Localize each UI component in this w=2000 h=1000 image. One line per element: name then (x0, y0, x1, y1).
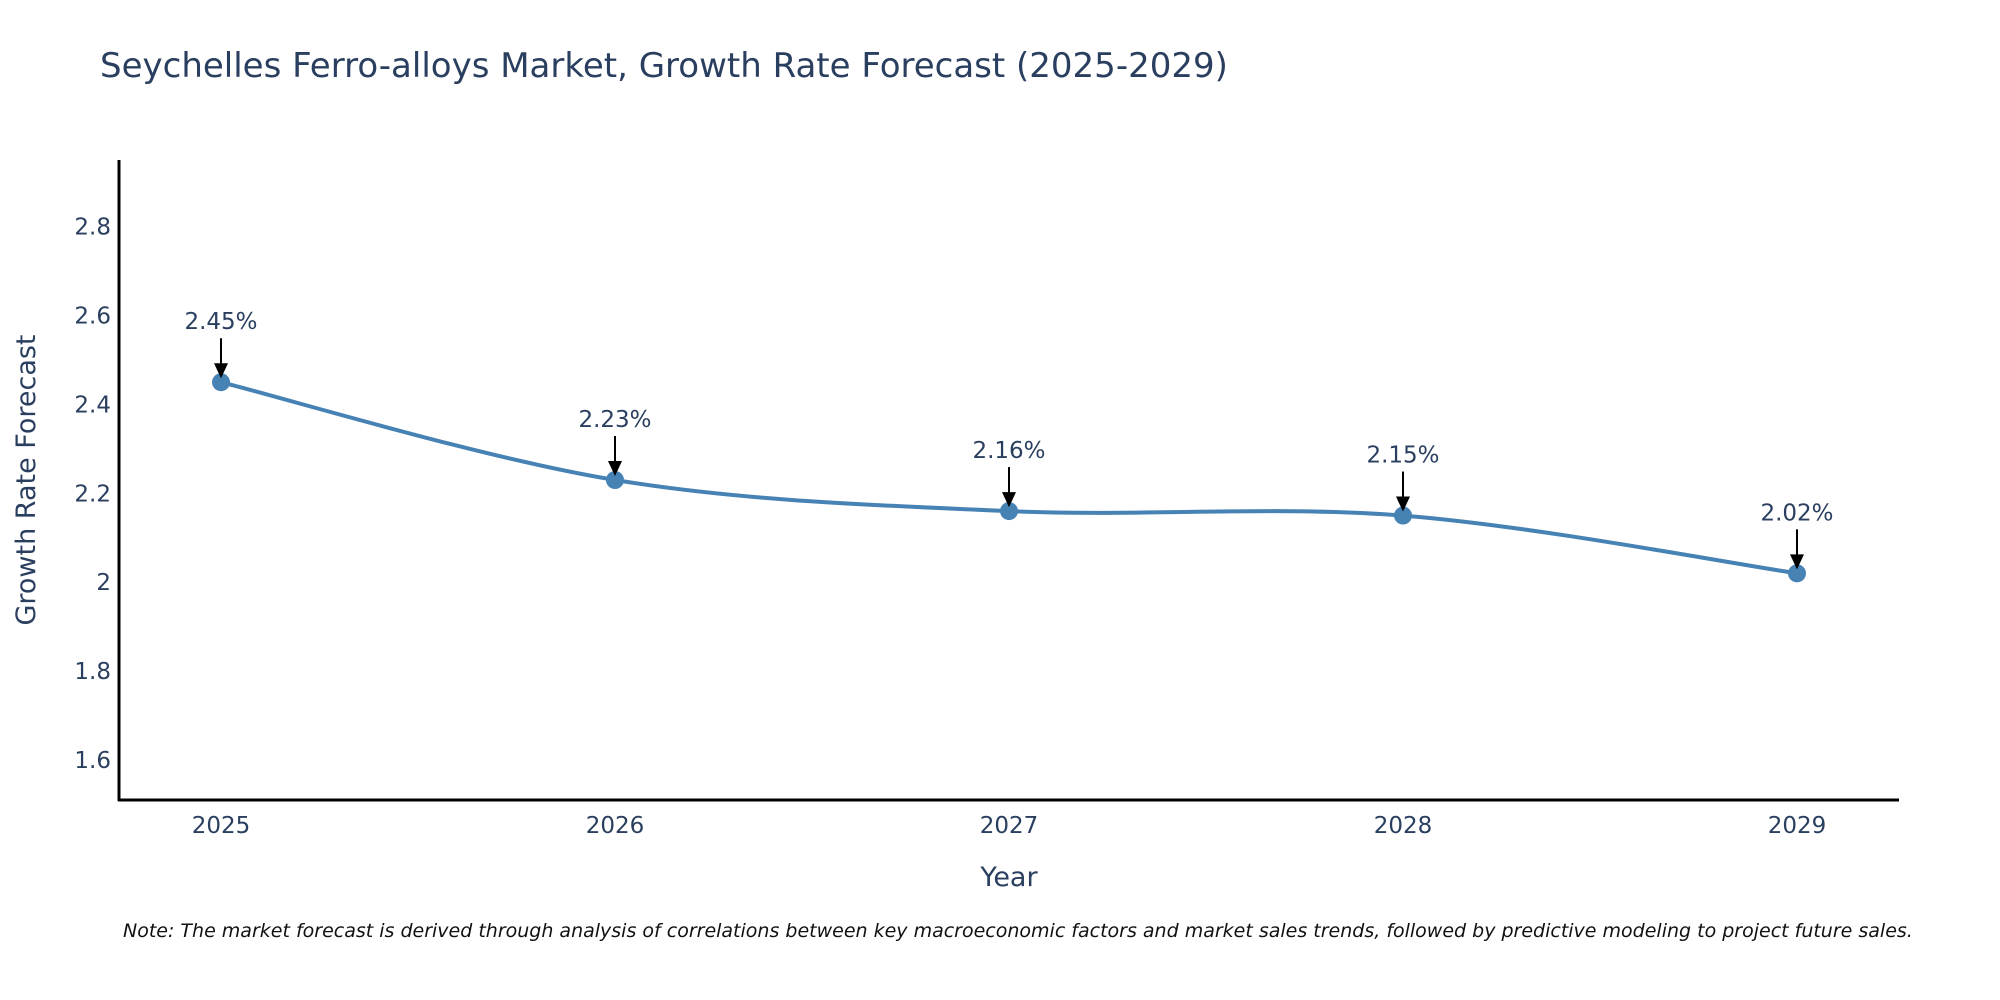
data-point-marker (1000, 502, 1018, 521)
y-tick-label: 2.8 (74, 215, 111, 241)
x-tick-label: 2028 (1374, 813, 1433, 839)
annotation-arrow-head (1396, 496, 1410, 512)
markers-layer (212, 373, 1806, 583)
annotations-layer: 2.45% 2.23% 2.16% 2.15% 2.02% (184, 309, 1834, 570)
annotation-arrow-head (608, 461, 622, 476)
x-axis-title: Year (979, 862, 1038, 893)
annotation-arrow-head (214, 363, 228, 379)
data-label: 2.15% (1366, 443, 1439, 469)
data-label: 2.45% (184, 309, 257, 335)
chart-title: Seychelles Ferro-alloys Market, Growth R… (100, 46, 1228, 86)
data-label: 2.16% (972, 438, 1045, 464)
y-tick-label: 2 (96, 570, 111, 596)
annotation-arrow-head (1002, 492, 1016, 508)
data-point-marker (606, 471, 624, 489)
footnote: Note: The market forecast is derived thr… (123, 920, 1913, 942)
y-tick-label: 2.6 (74, 304, 111, 330)
data-point-marker (212, 373, 230, 392)
annotation-arrow-head (1790, 554, 1804, 570)
y-tick-label: 1.8 (74, 659, 111, 685)
data-label: 2.23% (578, 407, 651, 433)
y-axis-title: Growth Rate Forecast (11, 334, 42, 625)
data-label: 2.02% (1760, 500, 1833, 526)
y-tick-label: 1.6 (74, 748, 111, 774)
data-point-marker (1394, 506, 1412, 525)
data-point-marker (1788, 564, 1806, 583)
x-tick-label: 2025 (192, 813, 251, 839)
axes: 1.6 1.8 2 2.2 2.4 2.6 2.8 2025 2026 2027 2028 2029 (74, 160, 1899, 839)
x-tick-label: 2027 (980, 813, 1039, 839)
y-tick-label: 2.2 (74, 481, 111, 507)
x-tick-label: 2029 (1768, 813, 1827, 839)
x-tick-label: 2026 (586, 813, 645, 839)
y-tick-label: 2.4 (74, 392, 111, 418)
